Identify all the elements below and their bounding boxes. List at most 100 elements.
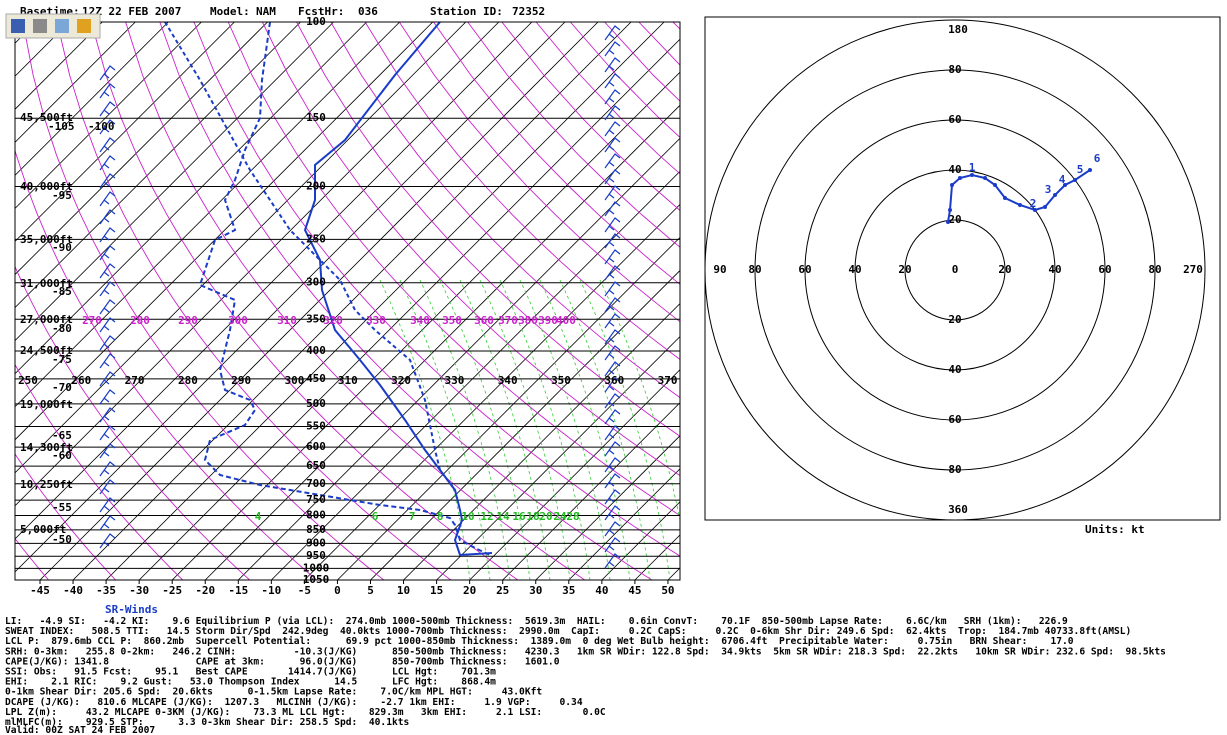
wind-barb	[99, 191, 116, 207]
wind-barb	[99, 425, 116, 441]
param-line: LPL Z(m): 43.2 MLCAPE 0-3KM (J/KG): 73.3…	[5, 707, 606, 718]
temp-tick-label: -5	[298, 584, 311, 597]
temp-tick-label: 10	[397, 584, 410, 597]
mixing-ratio-label: 7	[409, 510, 416, 523]
mixing-ratio-label: 16	[512, 510, 526, 523]
dry-adiabat	[15, 453, 116, 580]
ring-label: 20	[948, 313, 961, 326]
isotherm-label: -55	[52, 501, 72, 514]
temp-tick-label: -20	[195, 584, 215, 597]
hodo-point	[983, 176, 987, 180]
info-icon[interactable]	[77, 19, 91, 33]
wind-barb	[99, 533, 116, 549]
theta-e-label: 290	[231, 374, 251, 387]
dry-adiabat	[433, 22, 680, 285]
isotherm	[15, 22, 268, 276]
pressure-label: 450	[306, 372, 326, 385]
hodo-ring	[804, 119, 1106, 421]
parcel-profile	[164, 22, 456, 491]
temp-tick-label: 20	[463, 584, 476, 597]
pressure-label: 800	[306, 508, 326, 521]
theta-e-label: 340	[498, 374, 518, 387]
wind-barb	[604, 185, 621, 201]
temp-tick-label: -40	[63, 584, 83, 597]
param-line: 0-1km Shear Dir: 205.6 Spd: 20.6kts 0-1.…	[5, 686, 542, 698]
wind-barb	[604, 265, 621, 281]
wind-barb	[604, 41, 621, 57]
hodo-point	[1018, 203, 1022, 207]
dry-adiabat	[364, 22, 680, 360]
hodo-height-label: 4	[1059, 173, 1066, 186]
mixing-ratio-label: 10	[461, 510, 474, 523]
temp-tick-label: 35	[562, 584, 575, 597]
isotherm	[568, 468, 680, 580]
ring-label: 60	[948, 113, 961, 126]
hodo-height-label: 6	[1094, 152, 1101, 165]
hodo-height-label: 3	[1045, 183, 1052, 196]
print-icon[interactable]	[33, 19, 47, 33]
pressure-label: 750	[306, 493, 326, 506]
email-icon[interactable]	[55, 19, 69, 33]
theta-label: 360	[474, 314, 494, 327]
hodo-left: 90	[713, 263, 726, 276]
isotherm	[15, 22, 533, 540]
fcst-label: FcstHr:	[298, 5, 344, 18]
wind-barb	[99, 335, 116, 351]
pressure-label: 550	[306, 420, 326, 433]
parameters: LI: -4.9 SI: -4.2 KI: 9.6 Equilibrium P …	[5, 615, 1166, 728]
wind-barb	[604, 345, 621, 361]
theta-e-label: 350	[551, 374, 571, 387]
wind-barb	[604, 137, 621, 153]
param-line: mlMLFC(m): 929.5 STP: 3.3 0-3km Shear Di…	[5, 716, 409, 728]
ring-label: 80	[1148, 263, 1161, 276]
isotherm-label: -75	[52, 353, 72, 366]
wind-barb	[99, 173, 116, 189]
isotherm	[436, 336, 680, 580]
ring-label: 40	[1048, 263, 1061, 276]
pressure-label: 200	[306, 179, 326, 192]
dry-adiabat	[125, 22, 586, 580]
isotherm	[171, 71, 680, 580]
wind-barb	[604, 473, 621, 489]
height-label: 19,000ft	[20, 398, 73, 411]
temp-tick-label: -45	[30, 584, 50, 597]
hodo-point	[1073, 178, 1077, 182]
wind-barb	[604, 25, 621, 41]
units-label: Units: kt	[1085, 523, 1145, 536]
isotherm	[15, 22, 434, 441]
hodo-point	[1053, 193, 1057, 197]
sr-winds-label: SR-Winds	[105, 603, 158, 616]
wind-barb	[604, 297, 621, 313]
temp-tick-label: -35	[96, 584, 116, 597]
wind-barb	[604, 457, 621, 473]
ring-label: 20	[998, 263, 1011, 276]
wind-barb	[604, 505, 621, 521]
theta-label: 280	[130, 314, 150, 327]
theta-label: 400	[556, 314, 576, 327]
temperature-profile	[303, 22, 493, 557]
height-label: 45,500ft	[20, 111, 73, 124]
isotherm-label: -85	[52, 285, 72, 298]
temp-tick-label: 40	[595, 584, 608, 597]
dry-adiabat	[398, 22, 680, 323]
save-icon[interactable]	[11, 19, 25, 33]
fcst: 036	[358, 5, 378, 18]
wind-barb	[99, 83, 116, 99]
param-line: SSI: Obs: 91.5 Fcst: 95.1 Best CAPE 1414…	[5, 667, 496, 678]
wind-barb	[604, 57, 621, 73]
isotherm	[138, 38, 680, 580]
wind-barb	[99, 65, 116, 81]
isotherm	[15, 22, 467, 474]
dry-adiabat	[15, 363, 184, 580]
isotherm	[238, 137, 680, 580]
isotherm	[337, 236, 680, 580]
isotherm	[15, 22, 400, 408]
temp-tick-label: -25	[162, 584, 182, 597]
theta-e-label: 360	[604, 374, 624, 387]
wind-barb	[99, 479, 116, 495]
isotherm	[15, 22, 136, 143]
temp-tick-label: 25	[496, 584, 509, 597]
wind-barb	[604, 217, 621, 233]
dry-adiabat	[15, 148, 317, 580]
model: NAM	[256, 5, 276, 18]
